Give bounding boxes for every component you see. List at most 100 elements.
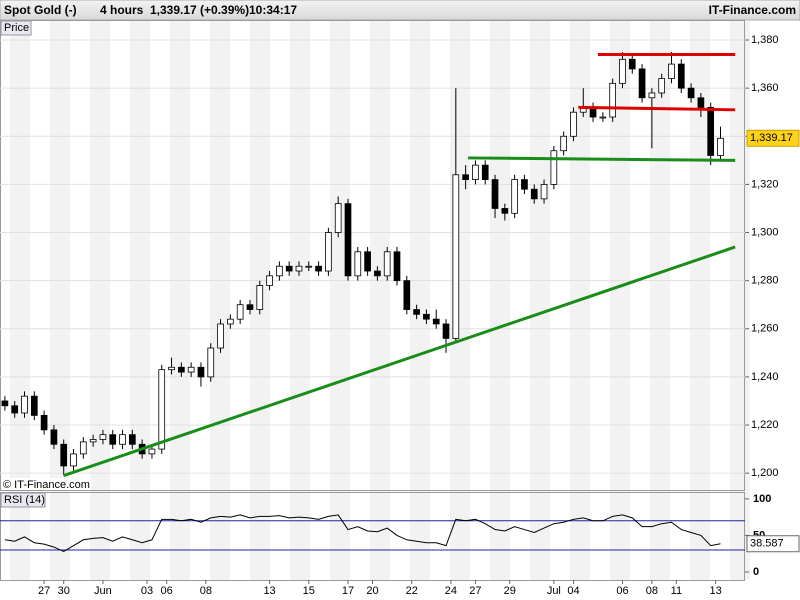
x-tick-label: 13 — [709, 585, 721, 597]
price-panel — [0, 20, 745, 491]
panel-label: Price — [4, 22, 29, 34]
candle-body — [70, 453, 77, 467]
candle-body — [501, 208, 509, 214]
last-price-label: 1,339.17 — [750, 132, 793, 144]
candle-body — [481, 164, 489, 180]
rsi-y-tick-label: 100 — [753, 493, 771, 505]
x-tick-label: Jul — [547, 585, 561, 597]
stripe — [130, 21, 150, 580]
candle-body — [442, 323, 450, 339]
x-tick-label: 27 — [469, 585, 481, 597]
y-tick-label: 1,280 — [751, 275, 779, 287]
candle-body — [236, 304, 244, 320]
x-tick-label: 13 — [263, 585, 275, 597]
candle-body — [687, 87, 695, 99]
stripe — [290, 21, 310, 580]
x-tick-label: 15 — [303, 585, 315, 597]
trendline — [578, 105, 736, 112]
candle-body — [325, 232, 332, 272]
rsi-y-tick-label: 0 — [753, 566, 759, 578]
candle-body — [276, 265, 283, 277]
interval: 4 hours — [100, 3, 144, 17]
candle-body — [668, 63, 675, 79]
candle-body — [295, 265, 303, 272]
candle-body — [344, 203, 352, 277]
x-tick-label: 29 — [504, 585, 516, 597]
candle-body — [393, 251, 401, 282]
quote: 1,339.17 (+0.39%) — [150, 3, 249, 17]
stripe — [530, 21, 550, 580]
candle-body — [109, 434, 117, 445]
candle-body — [256, 285, 264, 310]
candle-body — [521, 179, 528, 190]
candle-body — [148, 448, 156, 455]
copyright-bg — [1, 478, 91, 490]
y-tick-label: 1,300 — [751, 226, 779, 238]
candle-body — [79, 441, 87, 455]
stripe — [450, 21, 470, 580]
candle-body — [285, 265, 293, 272]
x-tick-label: 03 — [141, 585, 153, 597]
candle-body — [305, 265, 313, 268]
candle-body — [599, 116, 607, 119]
rsi-line — [4, 514, 721, 553]
background-stripes — [10, 21, 750, 580]
candle-body — [374, 270, 381, 277]
x-tick-label: 08 — [200, 585, 212, 597]
candle-body — [128, 434, 136, 445]
candle-body — [50, 429, 58, 445]
candle-body — [628, 58, 636, 70]
candle-body — [638, 68, 646, 99]
candle-body — [530, 188, 538, 200]
y-tick-label: 1,320 — [751, 178, 779, 190]
stripe — [490, 21, 510, 580]
x-tick-label: 11 — [671, 585, 682, 597]
candle-body — [511, 179, 518, 214]
candle-body — [707, 107, 715, 156]
candle-body — [403, 280, 411, 310]
x-tick-label: 04 — [567, 585, 579, 597]
candle-body — [452, 174, 460, 339]
candle-body — [354, 251, 362, 277]
panel-label-box — [0, 20, 32, 36]
stripe — [10, 21, 30, 580]
y-tick-label: 1,360 — [751, 82, 779, 94]
candle-body — [315, 265, 322, 272]
candle-body — [197, 366, 205, 378]
candle-body — [677, 63, 685, 89]
y-tick-label: 1,200 — [751, 467, 779, 479]
candle-body — [717, 137, 724, 156]
candle-body — [462, 174, 469, 180]
x-tick-label: 17 — [342, 585, 354, 597]
candle-body — [11, 405, 19, 414]
candle-body — [648, 92, 656, 99]
y-tick-label: 1,220 — [751, 419, 779, 431]
y-tick-label: 1,260 — [751, 323, 779, 335]
candle-body — [423, 313, 430, 320]
candle-body — [550, 150, 558, 185]
x-tick-label: 08 — [646, 585, 658, 597]
rsi-last-tag — [746, 535, 800, 553]
rsi-last-label: 38.587 — [750, 538, 784, 550]
candle-body — [491, 179, 499, 209]
trendline — [468, 156, 736, 162]
candle-body — [158, 369, 166, 450]
candle-body — [560, 135, 567, 152]
candle-body — [119, 434, 126, 445]
x-tick-label: 24 — [445, 585, 457, 597]
stripe — [90, 21, 110, 580]
candle-body — [168, 366, 175, 371]
brand: IT-Finance.com — [709, 3, 796, 17]
stripe — [210, 21, 230, 580]
rsi-label-box — [0, 492, 46, 508]
candle-body — [21, 395, 28, 414]
candle-body — [334, 203, 342, 233]
candle-body — [609, 82, 617, 118]
candle-body — [619, 58, 626, 84]
candle-body — [658, 78, 666, 94]
candle-body — [217, 323, 224, 349]
candle-body — [30, 395, 38, 416]
candle-body — [570, 111, 577, 137]
candle-body — [246, 304, 254, 310]
y-tick-label: 1,380 — [751, 34, 779, 46]
